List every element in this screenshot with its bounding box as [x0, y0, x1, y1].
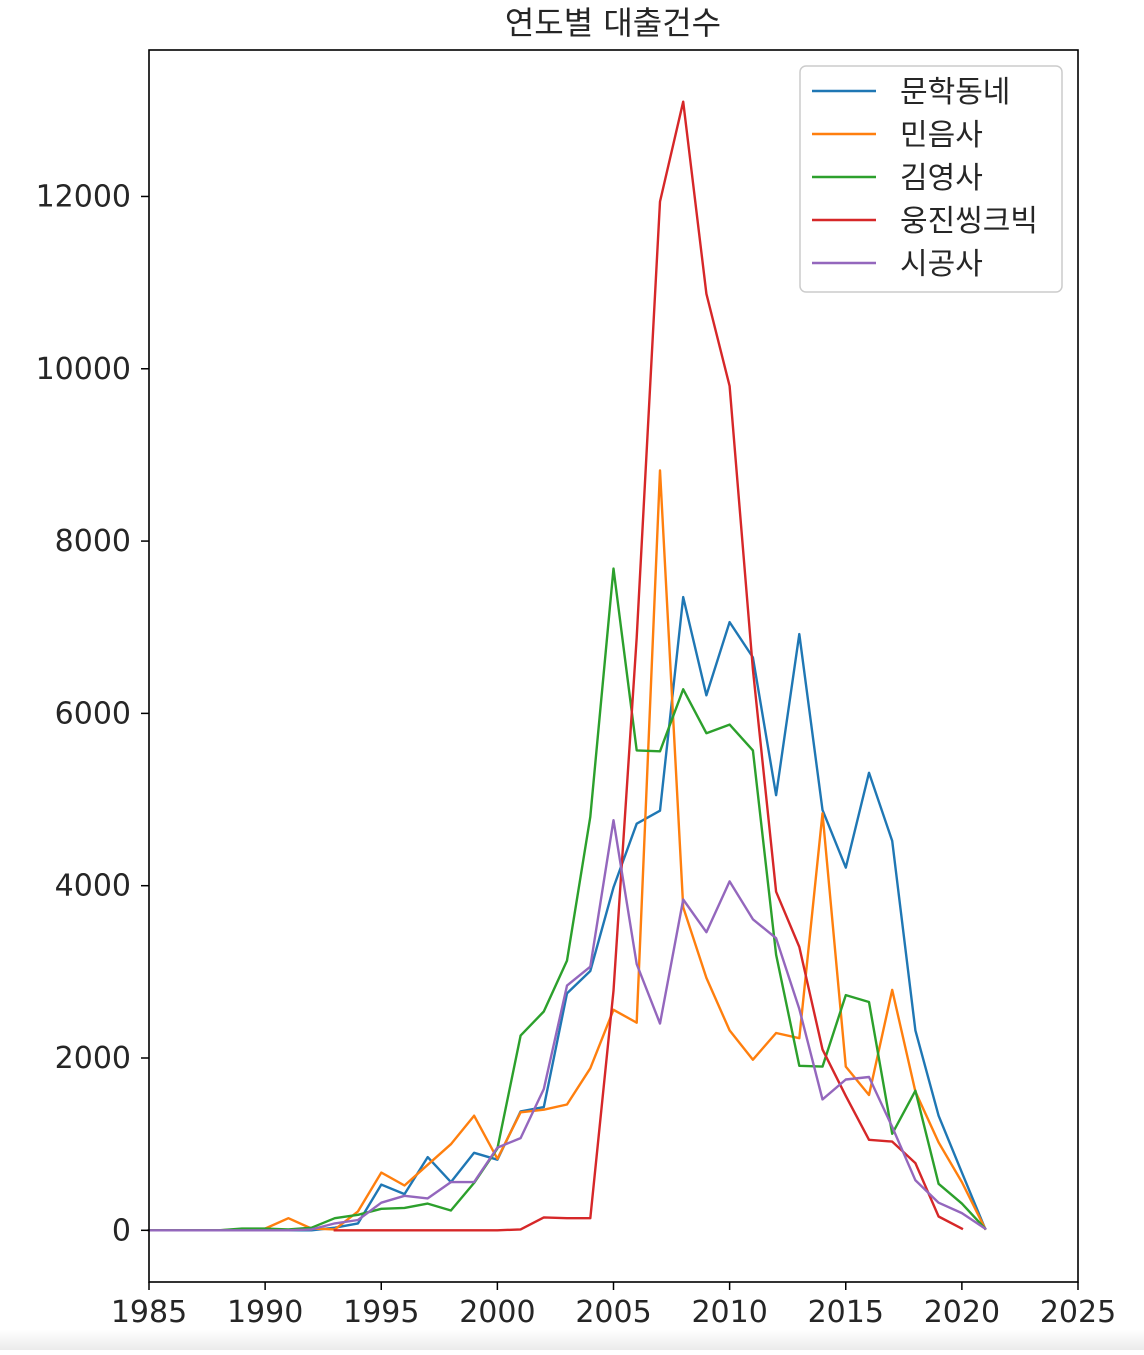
- y-tick-label: 0: [112, 1213, 131, 1248]
- x-tick-label: 2005: [575, 1295, 651, 1330]
- x-tick-label: 1990: [227, 1295, 303, 1330]
- y-tick-label: 8000: [55, 524, 131, 559]
- x-tick-label: 2000: [459, 1295, 535, 1330]
- x-tick-label: 2015: [808, 1295, 884, 1330]
- y-tick-label: 2000: [55, 1041, 131, 1076]
- legend-label-4: 시공사: [900, 247, 983, 282]
- series-line-0: [147, 595, 987, 1232]
- x-tick-label: 2020: [924, 1295, 1000, 1330]
- x-tick-label: 2010: [691, 1295, 767, 1330]
- y-tick-label: 10000: [36, 352, 131, 387]
- legend-label-1: 민음사: [900, 118, 983, 153]
- bottom-edge-shadow: [0, 1330, 1144, 1350]
- series-line-1: [147, 469, 987, 1232]
- series-line-4: [147, 819, 987, 1232]
- series-line-2: [147, 567, 987, 1232]
- x-axis: 1985 1990 1995 2000 2005 2010 2015 2020 2025: [111, 1282, 1116, 1330]
- legend-frame: [799, 65, 1063, 293]
- y-tick-label: 4000: [55, 869, 131, 904]
- y-tick-label: 6000: [55, 696, 131, 731]
- x-tick-label: 1995: [343, 1295, 419, 1330]
- legend-label-3: 웅진씽크빅: [900, 204, 1038, 239]
- legend-label-0: 문학동네: [900, 75, 1010, 110]
- x-tick-label: 2025: [1040, 1295, 1116, 1330]
- legend-label-2: 김영사: [900, 161, 983, 196]
- x-tick-label: 1985: [111, 1295, 187, 1330]
- chart-title: 연도별 대출건수: [505, 4, 721, 42]
- series-line-3: [333, 100, 964, 1232]
- y-axis: 0 2000 4000 6000 8000 10000 12000: [36, 179, 149, 1248]
- series-layer: [147, 100, 987, 1232]
- y-tick-label: 12000: [36, 179, 131, 214]
